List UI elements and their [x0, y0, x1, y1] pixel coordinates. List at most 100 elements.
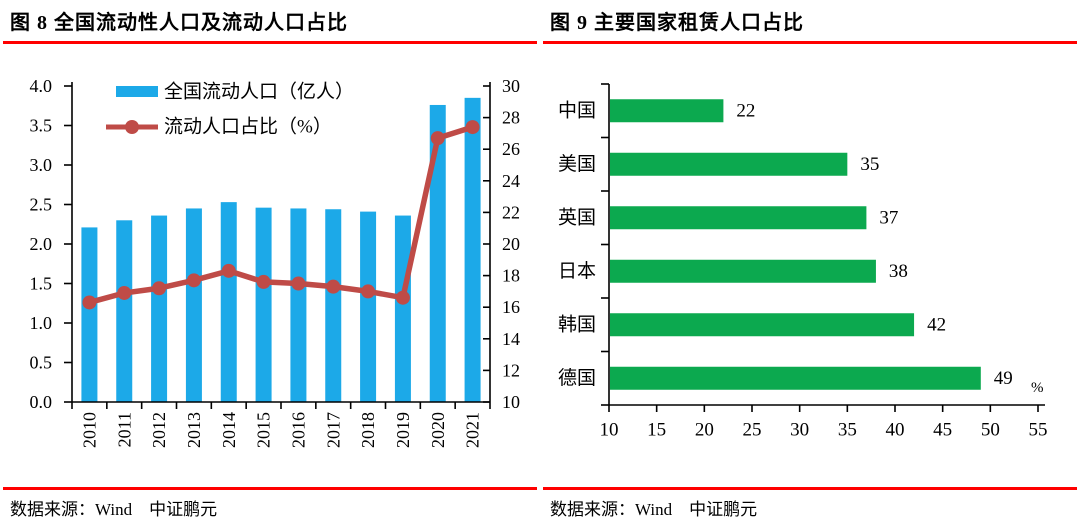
figure9-source: 数据来源：Wind 中证鹏元 [550, 500, 758, 519]
svg-text:50: 50 [981, 420, 1000, 441]
svg-text:2013: 2013 [184, 412, 204, 448]
figure8-source-rule [3, 487, 537, 490]
svg-text:2012: 2012 [149, 412, 169, 448]
svg-text:2017: 2017 [323, 412, 343, 448]
svg-text:15: 15 [647, 420, 666, 441]
figure8-axis-labels: 0.00.51.01.52.02.53.03.54.01012141618202… [30, 76, 521, 448]
figure8-marker-2015 [256, 274, 271, 289]
figure9-bar-英国 [610, 206, 867, 230]
figure8-combo-chart: 0.00.51.01.52.02.53.03.54.01012141618202… [30, 76, 521, 448]
svg-text:2.5: 2.5 [30, 195, 53, 215]
figure9-unit-label: % [1031, 380, 1044, 396]
svg-text:1.0: 1.0 [30, 313, 53, 333]
figure9-bar-德国 [610, 366, 981, 390]
figure9-data-label-美国: 35 [860, 154, 879, 175]
figure9-title: 图 9 主要国家租赁人口占比 [550, 12, 804, 34]
figure8-marker-2011 [117, 285, 132, 300]
figure8-legend: 全国流动人口（亿人） 流动人口占比（%） [106, 81, 354, 138]
figure9-category-德国: 德国 [558, 367, 596, 389]
svg-text:20: 20 [502, 234, 520, 254]
svg-text:14: 14 [502, 329, 520, 349]
figure9-data-label-韩国: 42 [927, 314, 946, 335]
figure9-title-rule [543, 41, 1077, 44]
svg-text:2.0: 2.0 [30, 234, 53, 254]
figure9-source-rule [543, 487, 1077, 490]
figure8-bar-2012 [151, 215, 168, 402]
svg-text:28: 28 [502, 108, 520, 128]
figure9-panel: 图 9 主要国家租赁人口占比 中国 美国 英国 日本 韩国 德国 22 35 37 38 42 49 1… [540, 0, 1080, 528]
svg-text:1.5: 1.5 [30, 274, 53, 294]
figure8-marker-2018 [361, 284, 376, 299]
figure8-bar-2011 [116, 220, 133, 402]
figure8-bars [81, 97, 481, 403]
figure8-marker-2020 [430, 131, 445, 146]
figure8-legend-line-marker [125, 120, 139, 134]
figure8-legend-line-label: 流动人口占比（%） [164, 116, 332, 138]
svg-text:2018: 2018 [358, 412, 378, 448]
figure9-category-韩国: 韩国 [558, 313, 596, 335]
svg-text:24: 24 [502, 171, 520, 191]
figure9-bar-日本 [610, 259, 876, 283]
figure9-data-label-德国: 49 [994, 368, 1013, 389]
figure9-category-中国: 中国 [558, 99, 596, 121]
svg-text:0.5: 0.5 [30, 353, 53, 373]
figure9-category-英国: 英国 [558, 206, 596, 228]
svg-text:3.0: 3.0 [30, 155, 53, 175]
figure9-bar-中国 [610, 99, 724, 123]
figure8-title-rule [3, 41, 537, 44]
svg-text:2019: 2019 [393, 412, 413, 448]
figure8-bar-2020 [429, 104, 446, 403]
svg-text:2014: 2014 [219, 412, 239, 448]
svg-text:10: 10 [600, 420, 619, 441]
figure8-marker-2019 [395, 290, 410, 305]
figure8-marker-2013 [186, 273, 201, 288]
svg-text:25: 25 [743, 420, 762, 441]
svg-text:2016: 2016 [288, 412, 308, 448]
figure8-legend-bar-swatch [116, 86, 158, 97]
figure8-panel: 图 8 全国流动性人口及流动人口占比 0.0 0.5 1.0 1.5 2.0 2.5 3.0… [3, 12, 537, 519]
figure9-data-label-日本: 38 [889, 261, 908, 282]
svg-text:35: 35 [838, 420, 857, 441]
svg-text:2020: 2020 [428, 412, 448, 448]
figure8-marker-2021 [465, 120, 480, 135]
figure8-bar-2010 [81, 227, 98, 402]
svg-text:20: 20 [695, 420, 714, 441]
svg-text:26: 26 [502, 139, 520, 159]
figure8-line-markers [82, 120, 480, 310]
svg-text:2010: 2010 [79, 412, 99, 448]
figure8-bar-2017 [325, 209, 342, 402]
figure8-source: 数据来源：Wind 中证鹏元 [10, 500, 218, 519]
svg-text:45: 45 [933, 420, 952, 441]
figure9-data-label-中国: 22 [736, 100, 755, 121]
svg-text:16: 16 [502, 297, 520, 317]
figure9-bar-韩国 [610, 313, 915, 337]
svg-text:22: 22 [502, 202, 520, 222]
figure8-bar-2013 [185, 208, 202, 402]
svg-text:12: 12 [502, 360, 520, 380]
svg-text:30: 30 [502, 76, 520, 96]
figure8-bar-2015 [255, 207, 272, 402]
figure8-bar-2018 [360, 211, 377, 402]
svg-text:4.0: 4.0 [30, 76, 53, 96]
figure8-line [88, 124, 474, 306]
figure8-marker-2010 [82, 295, 97, 310]
svg-text:3.5: 3.5 [30, 116, 53, 136]
figure8-bar-2016 [290, 208, 307, 402]
svg-text:10: 10 [502, 392, 520, 412]
figure8-bar-2019 [394, 215, 411, 402]
svg-text:2011: 2011 [114, 412, 134, 447]
svg-text:2015: 2015 [254, 412, 274, 448]
figure8-axes [64, 82, 491, 409]
svg-text:30: 30 [790, 420, 809, 441]
figure8-marker-2012 [152, 281, 167, 296]
svg-text:40: 40 [886, 420, 905, 441]
figure8-marker-2014 [221, 263, 236, 278]
svg-text:0.0: 0.0 [30, 392, 53, 412]
figure9-axes [601, 83, 1045, 412]
svg-text:2021: 2021 [463, 412, 483, 448]
figure8-title: 图 8 全国流动性人口及流动人口占比 [10, 12, 348, 34]
figure9-bar-美国 [610, 152, 848, 176]
figure9-data-label-英国: 37 [879, 207, 898, 228]
